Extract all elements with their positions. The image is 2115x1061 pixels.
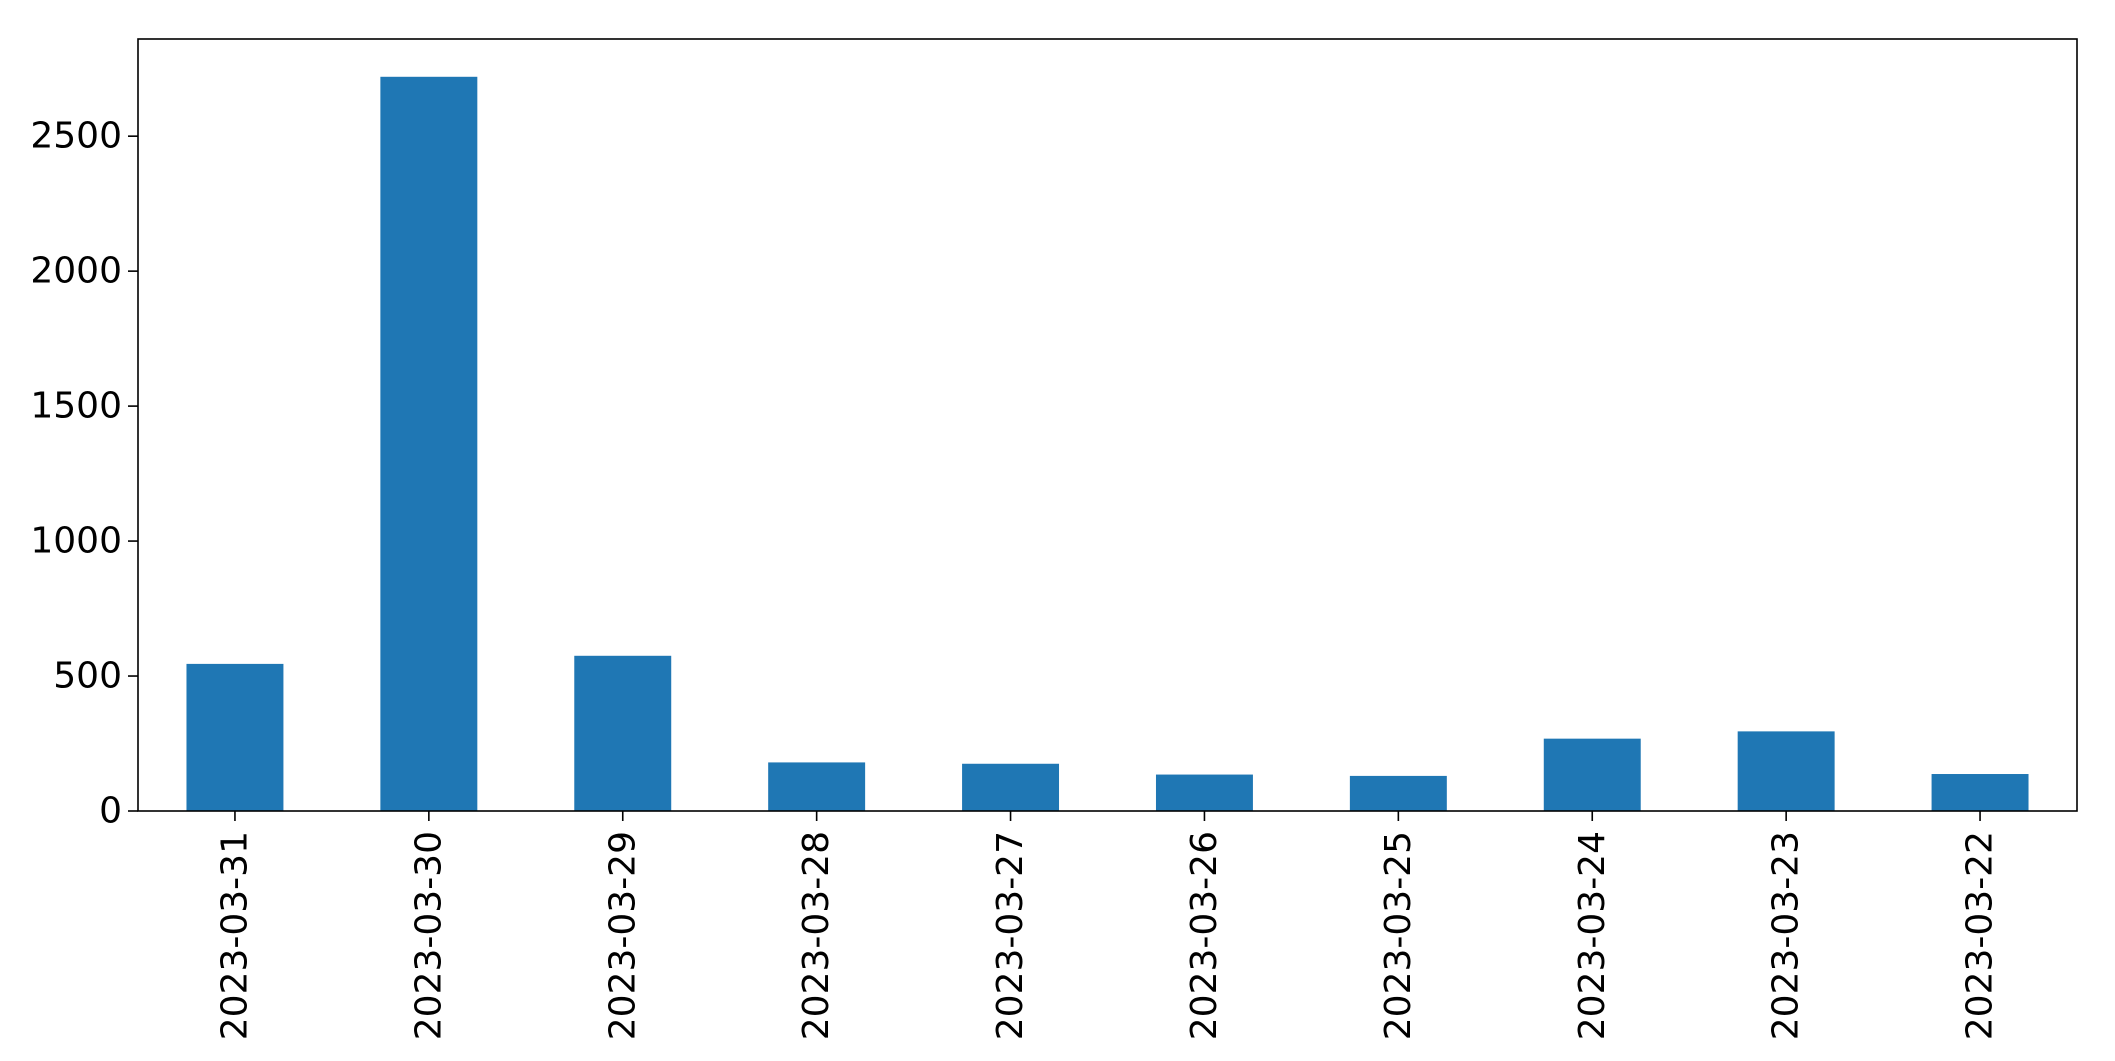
x-axis: 2023-03-31 2023-03-30 2023-03-29 2023-03-28… <box>214 811 2001 1040</box>
bar <box>1737 731 1835 811</box>
y-tick-label: 0 <box>99 791 122 832</box>
bars-group <box>186 76 2029 811</box>
x-tick-label: 2023-03-30 <box>408 831 449 1040</box>
y-tick-label: 500 <box>53 656 122 697</box>
bar <box>1931 774 2029 811</box>
y-tick-label: 1500 <box>30 386 122 427</box>
x-tick-label: 2023-03-23 <box>1766 831 1807 1040</box>
x-tick-label: 2023-03-27 <box>990 831 1031 1040</box>
x-tick-label: 2023-03-29 <box>602 831 643 1040</box>
x-tick-label: 2023-03-26 <box>1184 831 1225 1040</box>
bar <box>186 663 284 811</box>
y-tick-label: 2500 <box>30 116 122 157</box>
x-tick-label: 2023-03-31 <box>214 831 255 1040</box>
bar <box>380 76 478 811</box>
bar <box>768 762 866 811</box>
bar <box>574 655 672 811</box>
x-tick-label: 2023-03-24 <box>1572 831 1613 1040</box>
plot-frame <box>137 38 2078 812</box>
x-tick-label: 2023-03-22 <box>1960 831 2001 1040</box>
x-tick-label: 2023-03-28 <box>796 831 837 1040</box>
x-tick-label: 2023-03-25 <box>1378 831 1419 1040</box>
bar <box>962 763 1060 811</box>
bar <box>1155 774 1253 811</box>
y-tick-label: 1000 <box>30 521 122 562</box>
y-tick-label: 2000 <box>30 251 122 292</box>
bar <box>1543 738 1641 811</box>
bar <box>1349 775 1447 811</box>
y-axis: 0 500 1000 1500 2000 2500 <box>30 116 138 832</box>
